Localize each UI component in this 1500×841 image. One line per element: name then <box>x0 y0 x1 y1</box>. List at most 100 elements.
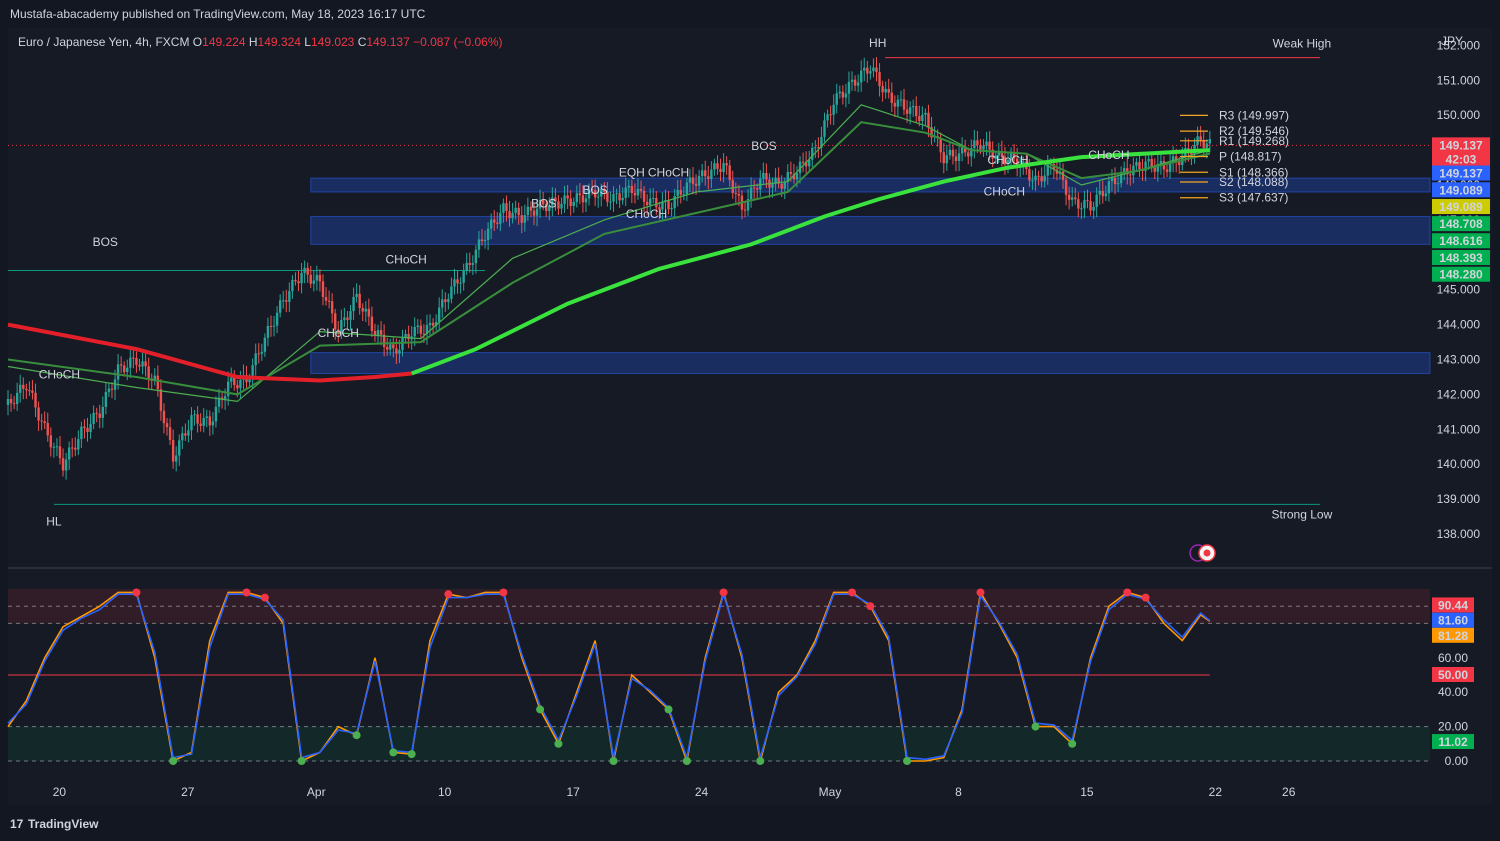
price-axis-tick: 141.000 <box>1437 422 1481 436</box>
candle-body <box>896 99 900 107</box>
candle-body <box>382 334 386 347</box>
candle-body <box>489 219 493 229</box>
candle-body <box>1135 162 1138 166</box>
candle-body <box>976 140 979 145</box>
candle-body <box>1006 160 1010 165</box>
tradingview-logo[interactable]: 17 TradingView <box>10 817 98 831</box>
candle-body <box>633 192 637 196</box>
candle-body <box>551 197 554 206</box>
price-axis-label: 149.137 <box>1439 138 1483 152</box>
candle-body <box>431 322 435 326</box>
candle-body <box>578 193 582 196</box>
structure-annotation: CHoCH <box>626 207 667 221</box>
candle-body <box>710 169 713 179</box>
candle-body <box>49 435 53 448</box>
oscillator-axis-label: 11.02 <box>1438 735 1468 749</box>
candle-body <box>1199 136 1202 141</box>
structure-level-label: Strong Low <box>1272 507 1333 521</box>
candle-body <box>1028 169 1031 181</box>
candle-body <box>294 279 297 282</box>
structure-annotation: HH <box>869 36 886 50</box>
candle-body <box>217 397 221 407</box>
candle-body <box>1067 194 1071 200</box>
oscillator-axis-tick: 60.00 <box>1438 651 1468 665</box>
candle-body <box>379 330 383 335</box>
candle-body <box>967 152 970 157</box>
change-value: −0.087 (−0.06%) <box>413 35 503 49</box>
price-axis-label-bg <box>1432 199 1490 215</box>
candle-body <box>52 446 56 448</box>
candle-body <box>835 93 838 105</box>
candle-body <box>413 327 416 337</box>
candle-body <box>236 384 239 389</box>
symbol-legend[interactable]: Euro / Japanese Yen, 4h, FXCM O149.224 H… <box>18 35 503 49</box>
candle-body <box>584 198 588 203</box>
candle-body <box>312 280 316 284</box>
time-axis-tick: 27 <box>181 785 195 799</box>
time-axis-tick: 8 <box>955 785 962 799</box>
candle-body <box>64 459 68 471</box>
price-axis-label-bg <box>1432 249 1490 265</box>
candle-body <box>762 172 765 179</box>
candle-body <box>856 82 860 86</box>
oscillator-axis-label-bg <box>1432 612 1474 628</box>
candle-body <box>367 308 371 317</box>
candle-body <box>355 293 358 297</box>
candle-body <box>1147 158 1150 162</box>
candle-body <box>777 177 780 184</box>
candle-body <box>398 349 401 354</box>
candle-body <box>239 379 242 389</box>
stoch-buy-dot <box>554 739 563 748</box>
candle-body <box>648 198 652 206</box>
structure-annotation: EQH <box>619 165 645 179</box>
candle-body <box>153 375 156 381</box>
candle-body <box>233 377 236 385</box>
publisher-line: Mustafa-abacademy published on TradingVi… <box>10 7 426 21</box>
candle-body <box>600 189 603 197</box>
candle-body <box>725 163 728 166</box>
candle-body <box>606 191 609 202</box>
candle-body <box>147 366 150 379</box>
candle-body <box>419 325 423 334</box>
candle-body <box>1190 152 1193 155</box>
candle-body <box>230 377 233 382</box>
structure-annotation: CHoCH <box>984 185 1025 199</box>
candle-body <box>223 396 227 400</box>
brand-name: TradingView <box>28 817 99 831</box>
candle-body <box>25 388 28 391</box>
candle-body <box>309 274 312 284</box>
oscillator-axis-label: 81.60 <box>1438 614 1468 628</box>
candle-body <box>107 388 111 393</box>
candle-body <box>1015 158 1019 167</box>
candle-body <box>642 190 646 202</box>
candle-body <box>957 153 961 162</box>
candle-body <box>945 155 949 164</box>
candle-body <box>661 201 664 210</box>
candle-body <box>826 114 829 121</box>
candle-body <box>144 361 147 367</box>
candle-body <box>783 181 786 189</box>
candle-body <box>346 317 349 320</box>
candle-body <box>982 145 985 150</box>
candle-body <box>1012 153 1016 159</box>
candle-body <box>465 262 468 271</box>
candle-body <box>181 433 184 441</box>
candle-body <box>682 194 686 196</box>
candle-body <box>774 177 777 184</box>
candle-body <box>1083 200 1086 209</box>
oversold-band <box>8 726 1430 761</box>
currency-label: JPY <box>1441 34 1464 48</box>
time-axis-tick: 26 <box>1282 785 1296 799</box>
price-axis-label: 148.393 <box>1439 251 1483 265</box>
candle-body <box>248 379 251 383</box>
candle-body <box>973 140 976 149</box>
candle-body <box>697 176 701 186</box>
candle-body <box>468 262 471 265</box>
candle-body <box>704 170 707 177</box>
candle-body <box>804 161 808 167</box>
stoch-sell-dot <box>866 602 875 611</box>
candle-body <box>327 300 331 302</box>
time-axis-tick: 17 <box>566 785 580 799</box>
candle-body <box>193 414 196 416</box>
